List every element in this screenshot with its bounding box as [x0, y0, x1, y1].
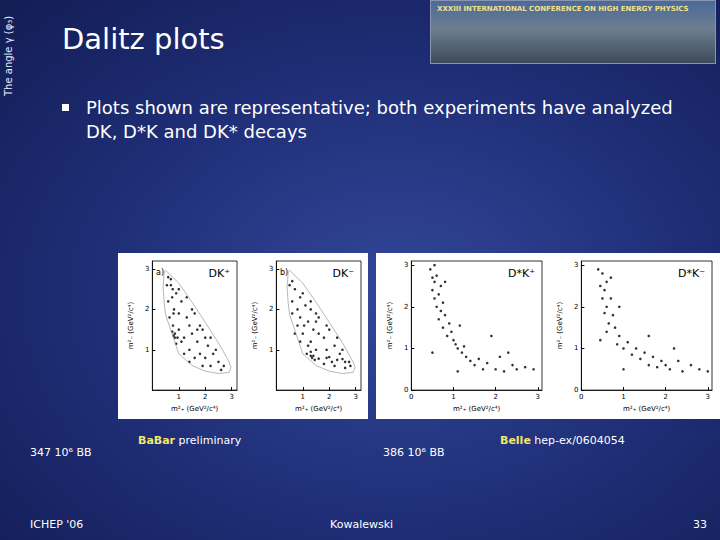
svg-text:0: 0 — [404, 386, 408, 394]
svg-text:0: 0 — [574, 386, 578, 394]
svg-text:DK⁺: DK⁺ — [209, 267, 231, 280]
svg-text:3: 3 — [574, 261, 578, 269]
html-text:ICHEP '06: ICHEP '06 — [30, 518, 84, 531]
svg-text:3: 3 — [269, 265, 273, 273]
html-text:Belle hep-ex/0604054: Belle hep-ex/0604054 — [500, 434, 625, 447]
svg-text:3: 3 — [353, 393, 357, 401]
svg-text:3: 3 — [404, 261, 408, 269]
svg-text:m²₊ (GeV²/c⁴): m²₊ (GeV²/c⁴) — [623, 405, 671, 413]
svg-text:1: 1 — [301, 393, 305, 401]
svg-text:1: 1 — [621, 393, 625, 401]
svg-text:2: 2 — [145, 305, 149, 313]
svg-text:2: 2 — [203, 393, 207, 401]
html-text:The angle γ (φ₃): The angle γ (φ₃) — [3, 15, 14, 96]
html-text:Dalitz plots: Dalitz plots — [62, 22, 225, 56]
svg-text:2: 2 — [493, 393, 497, 401]
svg-text:2: 2 — [327, 393, 331, 401]
svg-text:2: 2 — [574, 303, 578, 311]
svg-text:a): a) — [156, 268, 164, 277]
svg-text:3: 3 — [706, 393, 710, 401]
svg-text:b): b) — [280, 268, 288, 277]
svg-text:m²₊ (GeV²/c⁴): m²₊ (GeV²/c⁴) — [171, 405, 219, 413]
svg-text:m²₋ (GeV²/c⁴): m²₋ (GeV²/c⁴) — [251, 302, 259, 350]
svg-text:m²₋ (GeV²/c⁴): m²₋ (GeV²/c⁴) — [556, 302, 564, 350]
svg-text:3: 3 — [229, 393, 233, 401]
html-text:Plots shown are representative: Plots shown are representative; both exp… — [86, 97, 673, 142]
html-text:386 10⁶ BB: 386 10⁶ BB — [383, 446, 445, 459]
svg-text:D*K⁺: D*K⁺ — [508, 267, 535, 280]
svg-text:0: 0 — [579, 393, 583, 401]
svg-text:3: 3 — [145, 265, 149, 273]
svg-text:m²₋ (GeV²/c⁴): m²₋ (GeV²/c⁴) — [127, 302, 135, 350]
html-text:BaBar preliminary: BaBar preliminary — [138, 434, 242, 447]
html-text:Kowalewski: Kowalewski — [330, 518, 394, 531]
svg-text:2: 2 — [663, 393, 667, 401]
svg-text:D*K⁻: D*K⁻ — [678, 267, 705, 280]
svg-text:m²₊ (GeV²/c⁴): m²₊ (GeV²/c⁴) — [295, 405, 343, 413]
svg-text:1: 1 — [145, 346, 149, 354]
svg-text:DK⁻: DK⁻ — [333, 267, 355, 280]
html-text:347 10⁶ BB: 347 10⁶ BB — [30, 446, 92, 459]
html-text:XXXIII INTERNATIONAL CONFERENC: XXXIII INTERNATIONAL CONFERENCE ON HIGH … — [437, 5, 689, 13]
svg-text:1: 1 — [269, 346, 273, 354]
svg-text:1: 1 — [404, 344, 408, 352]
svg-text:1: 1 — [177, 393, 181, 401]
svg-text:m²₋ (GeV²/c⁴): m²₋ (GeV²/c⁴) — [386, 302, 394, 350]
svg-text:1: 1 — [574, 344, 578, 352]
svg-text:2: 2 — [404, 303, 408, 311]
svg-text:1: 1 — [451, 393, 455, 401]
svg-text:2: 2 — [269, 305, 273, 313]
svg-text:3: 3 — [536, 393, 540, 401]
svg-text:m²₊ (GeV²/c⁴): m²₊ (GeV²/c⁴) — [453, 405, 501, 413]
html-text:33: 33 — [693, 518, 707, 531]
svg-text:0: 0 — [409, 393, 413, 401]
